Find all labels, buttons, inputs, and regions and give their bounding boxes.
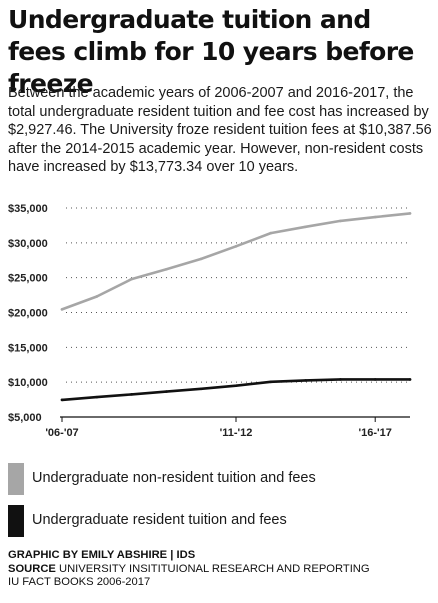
series-0-point-10 (408, 212, 412, 215)
series-1-point-5 (234, 384, 238, 387)
y-tick-label-3: $20,000 (8, 308, 48, 320)
series-0-point-6 (269, 231, 273, 235)
y-tick-label-6: $5,000 (8, 412, 42, 424)
series-0-point-4 (199, 257, 203, 261)
x-tick-label-1: '11-'12 (220, 427, 253, 439)
legend-label-non-resident: Undergraduate non-resident tuition and f… (32, 470, 316, 486)
credits: GRAPHIC BY EMILY ABSHIRE | IDS SOURCE UN… (8, 549, 432, 590)
legend-label-resident: Undergraduate resident tuition and fees (32, 512, 287, 528)
series-0-point-0 (60, 308, 64, 311)
series-1-point-0 (60, 398, 64, 402)
series-1-point-9 (373, 378, 377, 381)
legend-item-non-resident: Undergraduate non-resident tuition and f… (8, 463, 432, 495)
source-credit: SOURCE UNIVERSITY INSITITUIONAL RESEARCH… (8, 562, 370, 575)
series-0-point-1 (95, 295, 99, 298)
graphic-credit: GRAPHIC BY EMILY ABSHIRE | IDS (8, 549, 196, 561)
source-credit-line2: IU FACT BOOKS 2006-2017 (8, 576, 151, 589)
y-tick-label-0: $35,000 (8, 203, 48, 215)
x-axis-ticks: '06-'07 '11-'12 '16-'17 (45, 417, 392, 439)
y-tick-label-5: $10,000 (8, 377, 48, 389)
series-1-point-6 (269, 380, 273, 384)
legend-swatch-resident (8, 505, 24, 537)
series-0-point-3 (165, 268, 168, 271)
series-layer (60, 212, 412, 402)
series-0-point-8 (339, 219, 342, 223)
series-1-point-8 (339, 378, 342, 381)
series-1-point-1 (95, 395, 99, 399)
series-1-point-3 (165, 390, 168, 393)
grid-layer (60, 207, 410, 418)
legend-swatch-non-resident (8, 463, 24, 495)
series-1-point-2 (130, 393, 133, 396)
x-tick-label-2: '16-'17 (359, 427, 392, 439)
series-1-point-4 (199, 387, 203, 391)
series-line-0 (60, 212, 412, 311)
x-tick-label-0: '06-'07 (45, 427, 78, 439)
chart-subtitle: Between the academic years of 2006-2007 … (8, 85, 432, 176)
series-0-point-5 (234, 245, 238, 248)
series-0-point-7 (304, 225, 307, 229)
series-1-point-10 (408, 378, 412, 381)
y-tick-label-4: $15,000 (8, 342, 48, 354)
series-0-point-2 (130, 277, 133, 281)
series-0-point-9 (373, 215, 377, 219)
legend-item-resident: Undergraduate resident tuition and fees (8, 505, 432, 537)
series-1-point-7 (304, 379, 307, 382)
y-axis-ticks: $35,000 $30,000 $25,000 $20,000 $15,000 $10,0… (8, 203, 48, 424)
y-tick-label-2: $25,000 (8, 273, 48, 285)
line-chart: $35,000 $30,000 $25,000 $20,000 $15,000 $10,0… (8, 203, 412, 439)
y-tick-label-1: $30,000 (8, 238, 48, 250)
chart-title: Undergraduate tuition and fees climb for… (8, 5, 414, 98)
